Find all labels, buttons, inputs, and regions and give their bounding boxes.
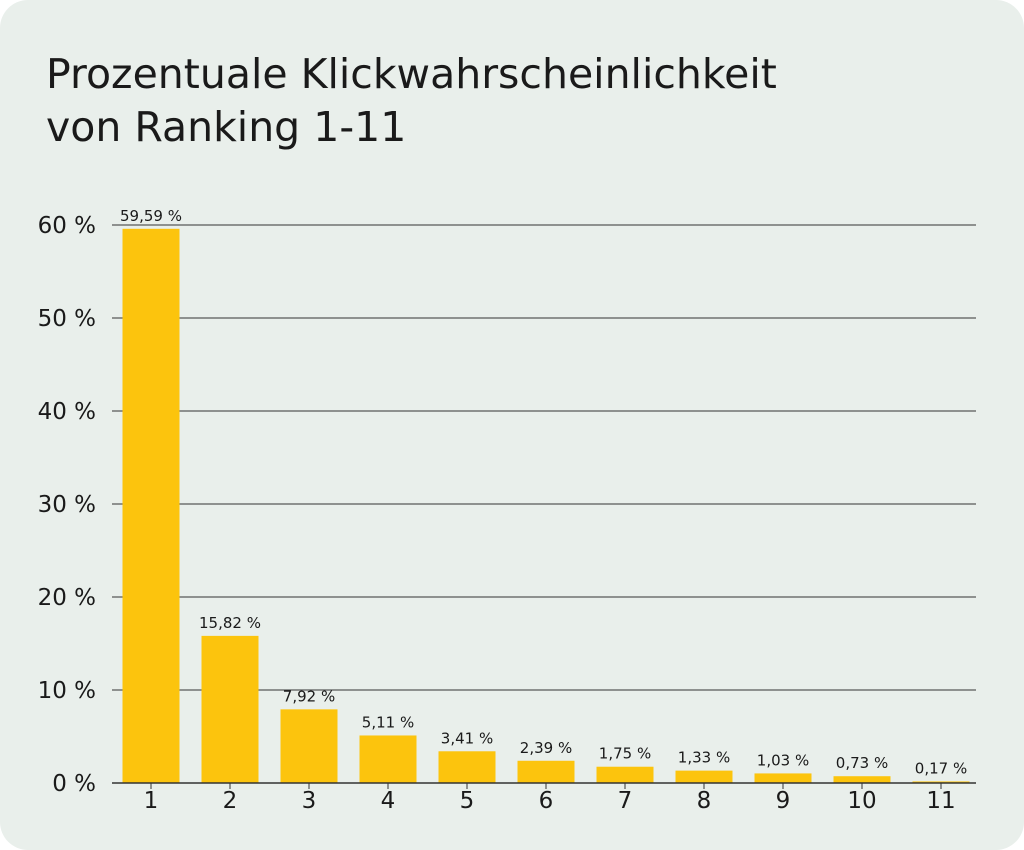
bar (912, 781, 970, 783)
bar (833, 776, 891, 783)
bar (438, 751, 496, 783)
chart-title-line-1: Prozentuale Klickwahrscheinlichkeit (46, 50, 777, 98)
bar (675, 770, 733, 783)
x-tick-label: 9 (776, 788, 791, 814)
x-tick-label: 1 (144, 788, 159, 814)
bar (596, 766, 654, 783)
x-tick-label: 11 (926, 788, 955, 814)
bar (122, 228, 180, 784)
bar (359, 735, 417, 783)
data-label: 1,33 % (678, 749, 730, 767)
data-label: 0,73 % (836, 754, 888, 772)
bar (754, 773, 812, 783)
x-tick-label: 10 (847, 788, 876, 814)
bar (517, 760, 575, 783)
x-tick-label: 4 (381, 788, 396, 814)
x-tick-label: 7 (618, 788, 633, 814)
x-tick-label: 2 (223, 788, 238, 814)
bar (201, 635, 259, 783)
data-label: 5,11 % (362, 713, 414, 731)
data-label: 0,17 % (915, 759, 967, 777)
data-label: 15,82 % (199, 614, 261, 632)
y-tick-label: 60 % (38, 213, 96, 239)
data-label: 1,03 % (757, 751, 809, 769)
y-tick-label: 50 % (38, 306, 96, 332)
chart-title: Prozentuale Klickwahrscheinlichkeit von … (46, 48, 946, 154)
y-tick-label: 40 % (38, 399, 96, 425)
data-label: 3,41 % (441, 729, 493, 747)
y-tick-label: 0 % (52, 771, 96, 797)
data-label: 1,75 % (599, 745, 651, 763)
bar (280, 709, 338, 783)
data-label: 59,59 % (120, 207, 182, 225)
data-label: 2,39 % (520, 739, 572, 757)
data-label: 7,92 % (283, 687, 335, 705)
y-tick-label: 30 % (38, 492, 96, 518)
x-tick-label: 5 (460, 788, 475, 814)
x-tick-label: 8 (697, 788, 712, 814)
y-tick-label: 20 % (38, 585, 96, 611)
x-tick-label: 3 (302, 788, 317, 814)
y-tick-label: 10 % (38, 678, 96, 704)
x-tick-label: 6 (539, 788, 554, 814)
chart-title-line-2: von Ranking 1-11 (46, 103, 407, 151)
